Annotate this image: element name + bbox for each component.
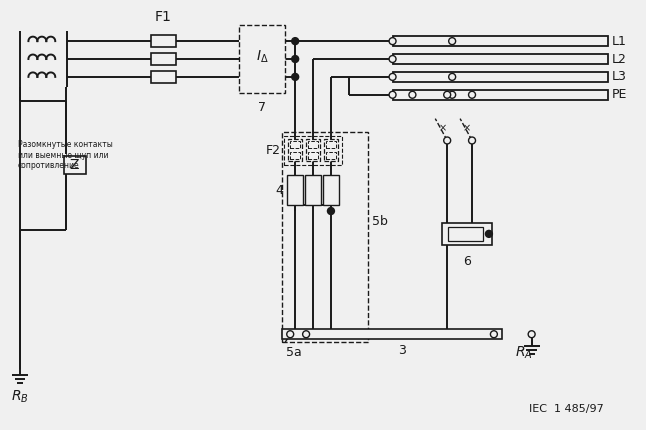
Text: $R_A$: $R_A$ (515, 344, 532, 361)
Bar (326, 152, 336, 160)
Circle shape (468, 137, 475, 144)
Text: 7: 7 (258, 101, 266, 114)
Text: L3: L3 (612, 71, 627, 83)
Bar (287, 175, 303, 205)
Circle shape (449, 91, 455, 98)
Bar (393, 54, 608, 64)
Circle shape (389, 55, 396, 62)
Circle shape (389, 38, 396, 45)
Text: Разомкнутые контакты
или выемные щуп или
сопротивление: Разомкнутые контакты или выемные щуп или… (18, 141, 113, 170)
Bar (393, 72, 608, 82)
Circle shape (292, 74, 298, 80)
Circle shape (444, 91, 451, 98)
Bar (151, 71, 176, 83)
Bar (282, 132, 368, 342)
Text: ×: × (438, 123, 446, 134)
Circle shape (389, 74, 396, 80)
Bar (64, 157, 85, 174)
Text: Z: Z (70, 158, 79, 172)
Text: 4: 4 (275, 184, 283, 197)
Bar (326, 141, 336, 148)
Circle shape (528, 331, 535, 338)
Text: 5a: 5a (286, 346, 302, 359)
Text: PE: PE (612, 88, 627, 101)
Bar (288, 139, 302, 161)
Text: $R_B$: $R_B$ (11, 389, 29, 405)
Bar (306, 139, 320, 161)
Bar (151, 53, 176, 65)
Bar (308, 141, 318, 148)
Circle shape (292, 38, 298, 45)
Bar (305, 175, 321, 205)
Text: 6: 6 (463, 255, 471, 268)
Circle shape (287, 331, 294, 338)
Bar (393, 90, 608, 100)
Circle shape (302, 331, 309, 338)
Bar (151, 35, 176, 47)
Circle shape (449, 74, 455, 80)
Circle shape (328, 208, 335, 215)
Bar (290, 152, 300, 160)
Text: $I_\Delta$: $I_\Delta$ (256, 49, 268, 65)
Bar (323, 175, 339, 205)
Bar (282, 329, 502, 339)
Circle shape (444, 137, 451, 144)
Bar (393, 36, 608, 46)
Bar (443, 223, 492, 245)
Bar (324, 139, 338, 161)
Text: IEC  1 485/97: IEC 1 485/97 (528, 404, 603, 414)
Bar (308, 152, 318, 160)
Text: L2: L2 (612, 52, 627, 65)
Bar (290, 141, 300, 148)
Text: 3: 3 (398, 344, 406, 357)
Text: F2: F2 (266, 144, 280, 157)
Circle shape (292, 55, 298, 62)
Text: 5b: 5b (371, 215, 388, 228)
Text: F1: F1 (155, 10, 172, 24)
Text: L1: L1 (612, 35, 627, 48)
Bar (238, 25, 286, 93)
Circle shape (485, 230, 492, 237)
Circle shape (409, 91, 416, 98)
Text: ×: × (463, 123, 471, 134)
Circle shape (468, 91, 475, 98)
Circle shape (389, 91, 396, 98)
Bar (448, 227, 483, 241)
Bar (284, 135, 342, 165)
Circle shape (449, 38, 455, 45)
Circle shape (490, 331, 497, 338)
